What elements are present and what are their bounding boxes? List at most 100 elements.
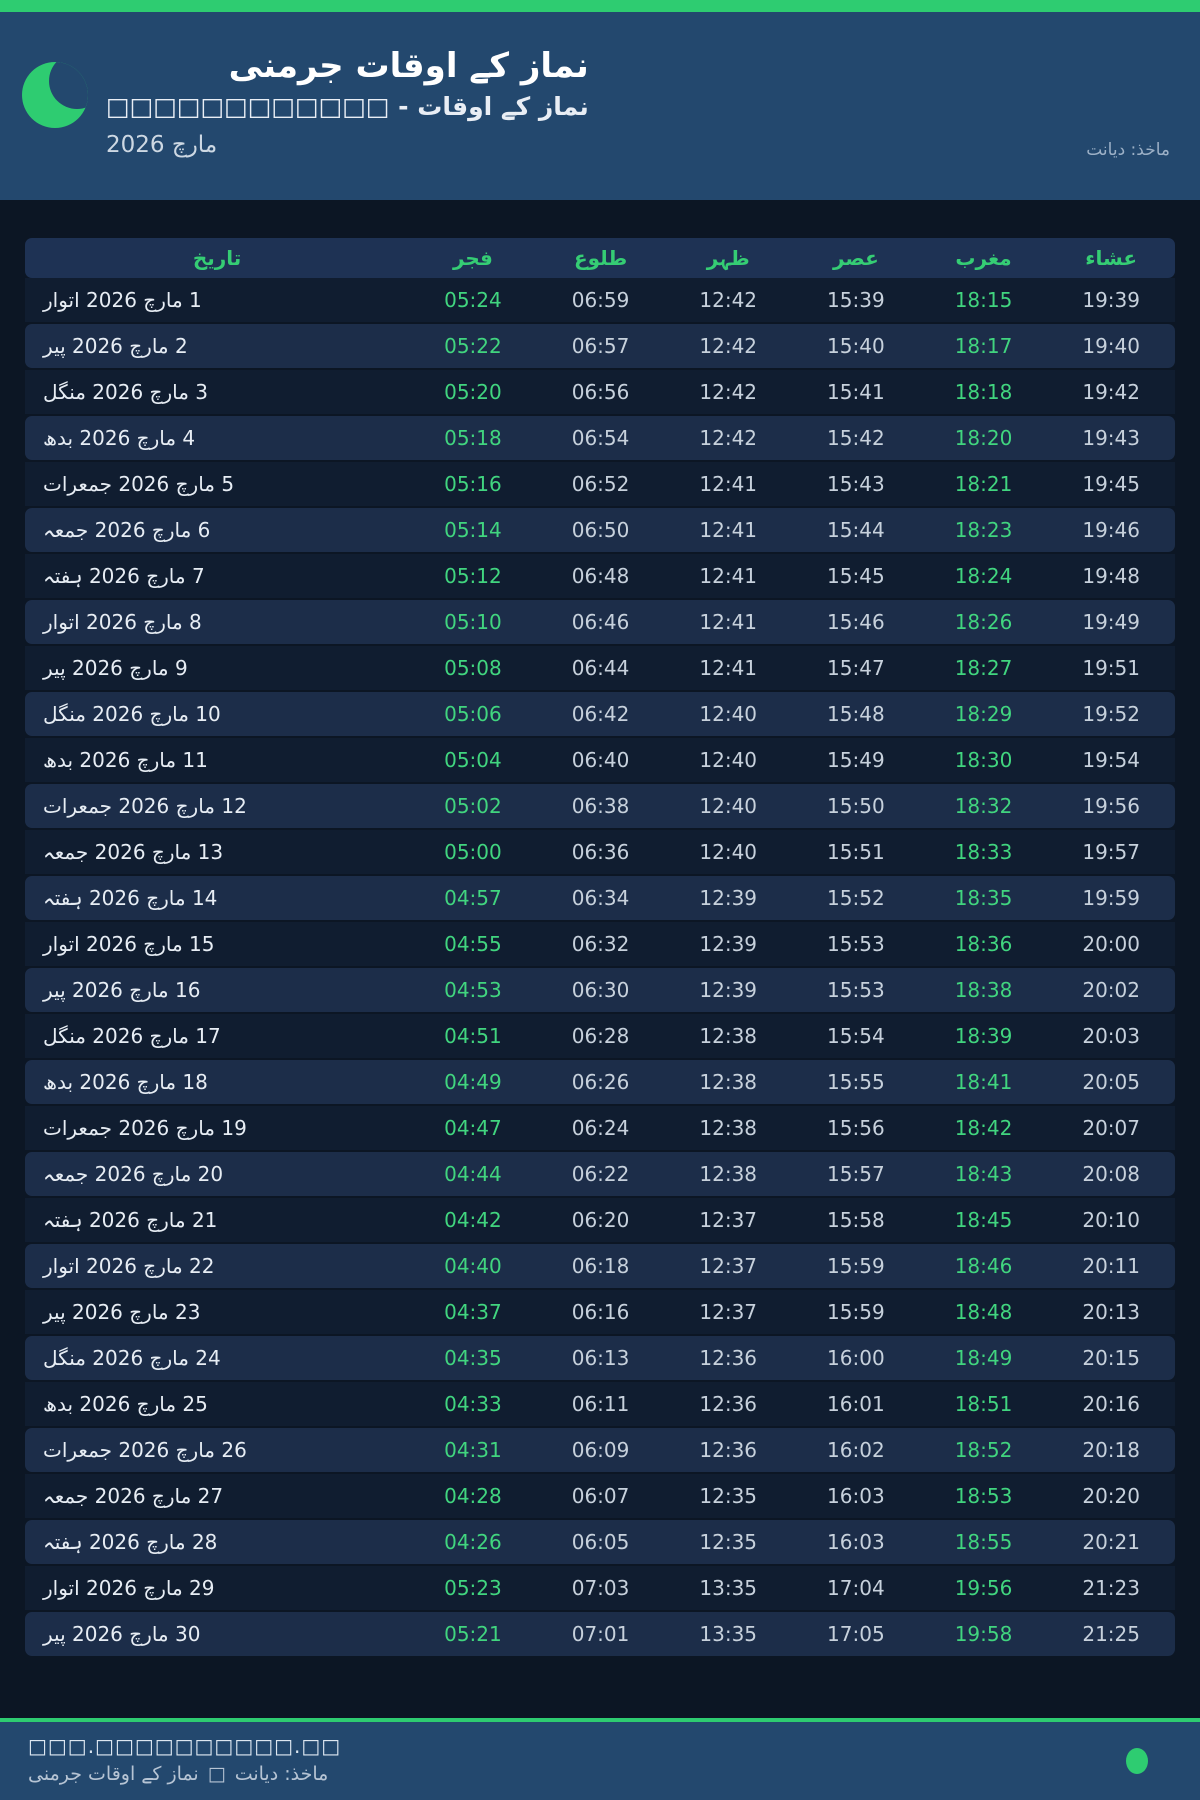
attribution-separator-box: □	[207, 1763, 226, 1785]
isha-time-cell: 19:42	[1082, 380, 1140, 404]
zuhr-time-cell: 12:42	[699, 426, 758, 450]
asr-time-cell: 15:53	[827, 932, 885, 956]
date-cell: 29 مارچ 2026 اتوار	[43, 1576, 215, 1600]
sunrise-time-cell: 06:11	[571, 1392, 630, 1416]
isha-time-cell: 19:46	[1082, 518, 1140, 542]
asr-time-cell: 15:50	[827, 794, 885, 818]
maghrib-time-cell: 18:45	[954, 1208, 1013, 1232]
sunrise-time-cell: 06:07	[571, 1484, 630, 1508]
fajr-time-cell: 05:21	[444, 1622, 502, 1646]
zuhr-time-cell: 12:40	[699, 840, 758, 864]
header: نماز کے اوقات جرمنی نماز کے اوقات - □□□□…	[0, 12, 1200, 200]
asr-time-cell: 15:56	[827, 1116, 885, 1140]
maghrib-time-cell: 18:27	[954, 656, 1013, 680]
fajr-time-cell: 05:06	[444, 702, 502, 726]
zuhr-time-cell: 12:41	[699, 610, 758, 634]
column-header-zuhr: ظہر	[706, 246, 750, 270]
date-cell: 8 مارچ 2026 اتوار	[43, 610, 202, 634]
maghrib-time-cell: 18:24	[954, 564, 1013, 588]
sunrise-time-cell: 06:28	[571, 1024, 630, 1048]
date-cell: 3 مارچ 2026 منگل	[43, 380, 209, 404]
date-cell: 2 مارچ 2026 پیر	[43, 334, 188, 358]
sunrise-time-cell: 06:36	[571, 840, 630, 864]
fajr-time-cell: 04:26	[444, 1530, 502, 1554]
table-header-row: تاریخ فجر طلوع ظہر عصر مغرب عشاء	[25, 238, 1175, 278]
asr-time-cell: 15:48	[827, 702, 885, 726]
fajr-time-cell: 05:23	[444, 1576, 502, 1600]
isha-time-cell: 19:57	[1082, 840, 1140, 864]
sunrise-time-cell: 06:22	[571, 1162, 630, 1186]
asr-time-cell: 15:53	[827, 978, 885, 1002]
maghrib-time-cell: 18:18	[954, 380, 1013, 404]
zuhr-time-cell: 12:39	[699, 886, 758, 910]
table-row: 12 مارچ 2026 جمعرات 05:02 06:38 12:40 15:50 1…	[25, 784, 1175, 828]
date-cell: 30 مارچ 2026 پیر	[43, 1622, 201, 1646]
fajr-time-cell: 05:14	[444, 518, 502, 542]
isha-time-cell: 20:08	[1082, 1162, 1140, 1186]
fajr-time-cell: 05:04	[444, 748, 502, 772]
asr-time-cell: 17:04	[827, 1576, 885, 1600]
table-row: 22 مارچ 2026 اتوار 04:40 06:18 12:37 15:59 18…	[25, 1244, 1175, 1288]
date-cell: 28 مارچ 2026 ہفتہ	[43, 1530, 218, 1554]
isha-time-cell: 19:56	[1082, 794, 1140, 818]
table-row: 16 مارچ 2026 پیر 04:53 06:30 12:39 15:53 18:3…	[25, 968, 1175, 1012]
table-row: 3 مارچ 2026 منگل 05:20 06:56 12:42 15:41 18:1…	[25, 370, 1175, 414]
zuhr-time-cell: 12:39	[699, 932, 758, 956]
source-label: ماخذ: دیانت	[1086, 140, 1170, 160]
zuhr-time-cell: 12:41	[699, 564, 758, 588]
fajr-time-cell: 04:53	[444, 978, 502, 1002]
table-row: 17 مارچ 2026 منگل 04:51 06:28 12:38 15:54 18:…	[25, 1014, 1175, 1058]
zuhr-time-cell: 12:42	[699, 334, 758, 358]
table-row: 8 مارچ 2026 اتوار 05:10 06:46 12:41 15:46 18:…	[25, 600, 1175, 644]
fajr-time-cell: 05:02	[444, 794, 502, 818]
fajr-time-cell: 04:44	[444, 1162, 502, 1186]
crescent-moon-icon	[22, 62, 88, 128]
zuhr-time-cell: 12:36	[699, 1392, 758, 1416]
maghrib-time-cell: 19:56	[954, 1576, 1013, 1600]
page-title: نماز کے اوقات جرمنی	[228, 46, 589, 86]
isha-time-cell: 20:16	[1082, 1392, 1140, 1416]
fajr-time-cell: 05:10	[444, 610, 502, 634]
zuhr-time-cell: 12:38	[699, 1070, 758, 1094]
date-cell: 15 مارچ 2026 اتوار	[43, 932, 215, 956]
sunrise-time-cell: 06:32	[571, 932, 630, 956]
table-row: 15 مارچ 2026 اتوار 04:55 06:32 12:39 15:53 18…	[25, 922, 1175, 966]
fajr-time-cell: 04:33	[444, 1392, 502, 1416]
attribution-text: نماز کے اوقات جرمنی □ ماخذ: دیانت	[28, 1763, 1200, 1785]
fajr-time-cell: 05:18	[444, 426, 502, 450]
isha-time-cell: 19:52	[1082, 702, 1140, 726]
asr-time-cell: 15:42	[827, 426, 885, 450]
fajr-time-cell: 05:16	[444, 472, 502, 496]
column-header-sunrise: طلوع	[573, 246, 628, 270]
date-cell: 5 مارچ 2026 جمعرات	[43, 472, 235, 496]
sunrise-time-cell: 06:20	[571, 1208, 630, 1232]
date-cell: 21 مارچ 2026 ہفتہ	[43, 1208, 218, 1232]
maghrib-time-cell: 18:35	[954, 886, 1013, 910]
date-cell: 19 مارچ 2026 جمعرات	[43, 1116, 247, 1140]
isha-time-cell: 19:51	[1082, 656, 1140, 680]
footer: □□□.□□□□□□□□□□.□□ نماز کے اوقات جرمنی □ …	[0, 1722, 1200, 1800]
maghrib-time-cell: 18:48	[954, 1300, 1013, 1324]
fajr-time-cell: 04:51	[444, 1024, 502, 1048]
date-cell: 20 مارچ 2026 جمعہ	[43, 1162, 224, 1186]
isha-time-cell: 20:11	[1082, 1254, 1140, 1278]
date-cell: 13 مارچ 2026 جمعہ	[43, 840, 224, 864]
date-cell: 24 مارچ 2026 منگل	[43, 1346, 221, 1370]
green-dot-icon	[1126, 1748, 1148, 1774]
zuhr-time-cell: 12:39	[699, 978, 758, 1002]
table-row: 2 مارچ 2026 پیر 05:22 06:57 12:42 15:40 18:17…	[25, 324, 1175, 368]
asr-time-cell: 15:46	[827, 610, 885, 634]
table-row: 13 مارچ 2026 جمعہ 05:00 06:36 12:40 15:51 18:…	[25, 830, 1175, 874]
fajr-time-cell: 04:47	[444, 1116, 502, 1140]
isha-time-cell: 20:00	[1082, 932, 1140, 956]
asr-time-cell: 15:45	[827, 564, 885, 588]
zuhr-time-cell: 12:35	[699, 1484, 758, 1508]
asr-time-cell: 15:59	[827, 1254, 885, 1278]
isha-time-cell: 19:40	[1082, 334, 1140, 358]
isha-time-cell: 19:48	[1082, 564, 1140, 588]
zuhr-time-cell: 13:35	[699, 1622, 758, 1646]
isha-time-cell: 20:21	[1082, 1530, 1140, 1554]
maghrib-time-cell: 18:51	[954, 1392, 1013, 1416]
asr-time-cell: 15:51	[827, 840, 885, 864]
sunrise-time-cell: 06:46	[571, 610, 630, 634]
